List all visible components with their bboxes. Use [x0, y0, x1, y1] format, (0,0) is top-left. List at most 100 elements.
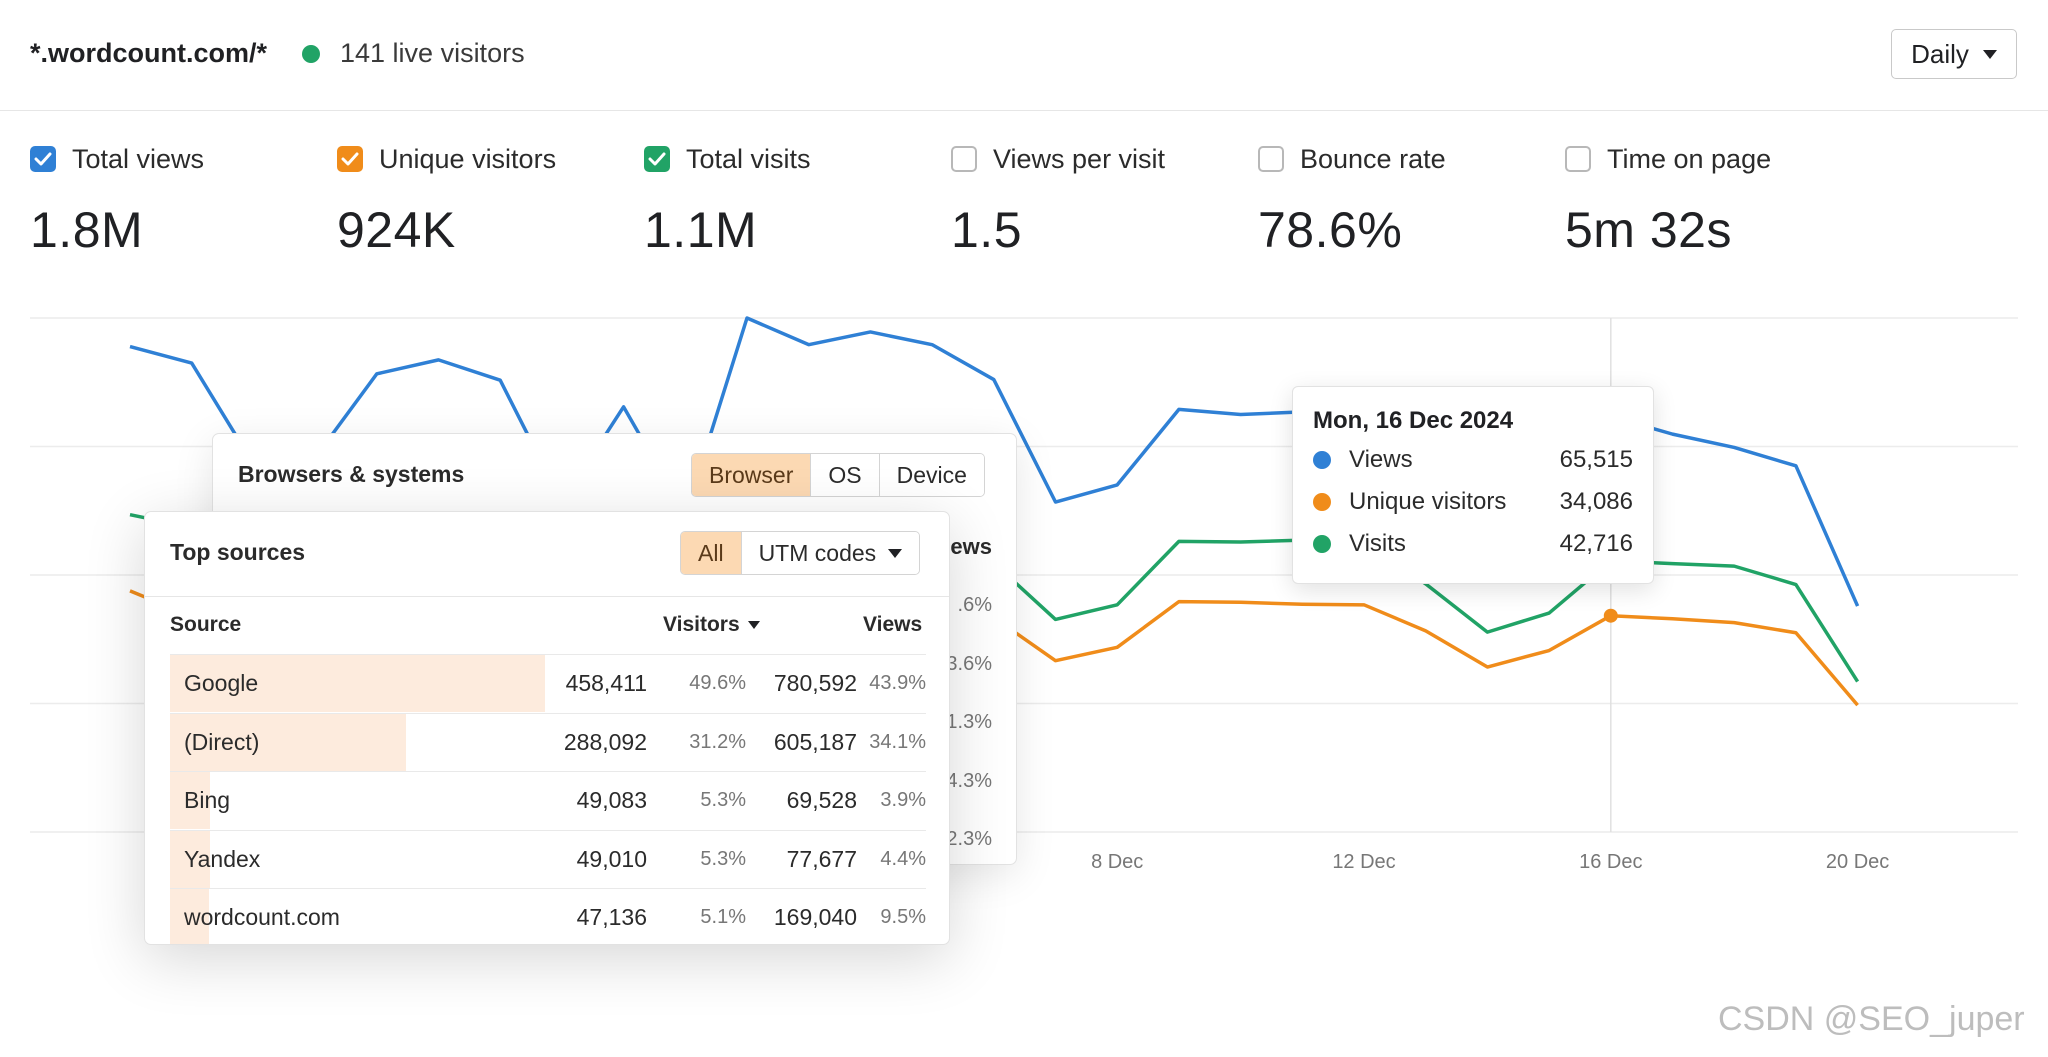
tooltip-series-value: 65,515: [1559, 446, 1633, 473]
table-row[interactable]: Bing 49,083 5.3% 69,528 3.9%: [170, 771, 926, 829]
sources-panel: Top sources All UTM codes Source Visitor…: [144, 511, 950, 945]
metric-label: Bounce rate: [1300, 143, 1446, 174]
source-name: (Direct): [184, 728, 260, 755]
metric-checkbox[interactable]: [644, 146, 670, 172]
metric-header[interactable]: Unique visitors: [337, 143, 637, 175]
views-percent: 34.1%: [869, 730, 926, 753]
metric-total-visits[interactable]: Total visits 1.1M: [644, 143, 944, 259]
visitors-percent: 5.3%: [700, 847, 746, 870]
table-row[interactable]: Google 458,411 49.6% 780,592 43.9%: [170, 654, 926, 712]
visitors-percent: 49.6%: [689, 672, 746, 694]
tooltip-row: Views 65,515: [1313, 439, 1633, 481]
views-count: 169,040: [773, 904, 857, 930]
visitors-count: 49,083: [576, 787, 647, 813]
table-row[interactable]: wordcount.com 47,136 5.1% 169,040 9.5%: [170, 888, 926, 944]
views-percent: 43.9%: [869, 672, 926, 694]
metric-bounce-rate[interactable]: Bounce rate 78.6%: [1258, 143, 1558, 259]
metric-checkbox[interactable]: [1565, 146, 1591, 172]
tooltip-series-value: 34,086: [1559, 488, 1633, 515]
live-visitors: 141 live visitors: [302, 38, 525, 69]
views-count: 605,187: [773, 728, 857, 755]
metric-checkbox[interactable]: [30, 146, 56, 172]
browsers-title: Browsers & systems: [238, 461, 465, 487]
browser-views-pct: .6%: [957, 594, 992, 616]
visitors-header-label: Visitors: [663, 613, 740, 636]
views-count: 780,592: [773, 670, 857, 696]
views-percent: 9.5%: [880, 906, 926, 928]
metric-checkbox[interactable]: [1258, 146, 1284, 172]
metric-header[interactable]: Total views: [30, 143, 330, 175]
sources-title: Top sources: [170, 539, 306, 565]
period-label: Daily: [1911, 38, 1969, 69]
table-row[interactable]: Yandex 49,010 5.3% 77,677 4.4%: [170, 829, 926, 888]
visitors-percent: 31.2%: [689, 730, 746, 753]
share-bar: [170, 889, 209, 944]
views-percent: 3.9%: [880, 789, 926, 811]
visitors-percent: 5.1%: [700, 906, 746, 928]
top-bar: *.wordcount.com/* 141 live visitors Dail…: [0, 0, 2048, 111]
x-tick-label: 16 Dec: [1579, 851, 1642, 873]
tab-utm-codes[interactable]: UTM codes: [741, 532, 920, 574]
metric-checkbox[interactable]: [337, 146, 363, 172]
tooltip-date: Mon, 16 Dec 2024: [1313, 407, 1514, 434]
visitors-count: 458,411: [565, 670, 647, 696]
metric-header[interactable]: Time on page: [1565, 143, 1865, 175]
column-header-views[interactable]: Views: [863, 613, 923, 636]
visitors-count: 49,010: [576, 845, 647, 872]
column-header-visitors[interactable]: Visitors: [663, 613, 760, 637]
metric-unique-visitors[interactable]: Unique visitors 924K: [337, 143, 637, 259]
metric-total-views[interactable]: Total views 1.8M: [30, 143, 330, 259]
tooltip-row: Unique visitors 34,086: [1313, 481, 1633, 523]
tab-os[interactable]: OS: [811, 454, 880, 496]
browser-views-pct: 1.3%: [946, 711, 992, 733]
browser-views-pct: 3.6%: [946, 652, 992, 675]
metric-value: 1.8M: [30, 202, 144, 258]
tooltip-series-label: Views: [1349, 446, 1413, 473]
metric-views-per-visit[interactable]: Views per visit 1.5: [951, 143, 1251, 259]
utm-codes-label: UTM codes: [758, 539, 877, 566]
metric-header[interactable]: Views per visit: [951, 143, 1251, 175]
tooltip-series-value: 42,716: [1559, 530, 1633, 557]
share-bar: [170, 772, 211, 829]
check-icon: [34, 152, 52, 166]
caret-down-icon: [1982, 49, 1997, 59]
source-name: Bing: [184, 787, 231, 813]
site-title: *.wordcount.com/*: [30, 38, 268, 68]
hover-point-unique-visitors: [1603, 608, 1618, 623]
metric-header[interactable]: Total visits: [644, 143, 944, 175]
tooltip-rows: Views 65,515 Unique visitors 34,086 Visits 42…: [1313, 439, 1633, 565]
share-bar: [170, 655, 545, 712]
watermark: CSDN @SEO_juper: [1718, 1000, 2025, 1038]
tab-device[interactable]: Device: [879, 454, 984, 496]
check-icon: [648, 152, 666, 166]
views-count: 69,528: [786, 787, 857, 813]
chart-tooltip: Mon, 16 Dec 2024 Views 65,515 Unique visit…: [1292, 386, 1654, 584]
metric-label: Time on page: [1607, 143, 1772, 174]
browsers-views-header: ews: [950, 534, 992, 559]
table-row[interactable]: (Direct) 288,092 31.2% 605,187 34.1%: [170, 712, 926, 771]
header-divider: [145, 596, 949, 597]
metric-label: Views per visit: [993, 143, 1166, 174]
metric-label: Total views: [72, 143, 205, 174]
x-tick-label: 8 Dec: [1091, 851, 1143, 873]
visitors-count: 288,092: [563, 728, 647, 755]
tab-browser[interactable]: Browser: [692, 454, 812, 496]
source-name: wordcount.com: [184, 904, 340, 930]
metric-value: 924K: [337, 202, 456, 258]
views-percent: 4.4%: [880, 847, 926, 870]
browsers-tabs: Browser OS Device: [691, 453, 985, 497]
visitors-count: 47,136: [576, 904, 647, 930]
browser-views-pct: 4.3%: [946, 769, 992, 792]
metric-checkbox[interactable]: [951, 146, 977, 172]
x-tick-label: 20 Dec: [1826, 851, 1889, 873]
visitors-percent: 5.3%: [700, 789, 746, 811]
metric-value: 78.6%: [1258, 202, 1403, 258]
x-tick-label: 12 Dec: [1332, 851, 1395, 873]
metric-time-on-page[interactable]: Time on page 5m 32s: [1565, 143, 1865, 259]
browser-views-pct: 2.3%: [946, 828, 992, 850]
check-icon: [341, 152, 359, 166]
period-dropdown[interactable]: Daily: [1891, 29, 2017, 79]
metric-header[interactable]: Bounce rate: [1258, 143, 1558, 175]
views-count: 77,677: [786, 845, 857, 872]
tab-all[interactable]: All: [681, 532, 742, 574]
